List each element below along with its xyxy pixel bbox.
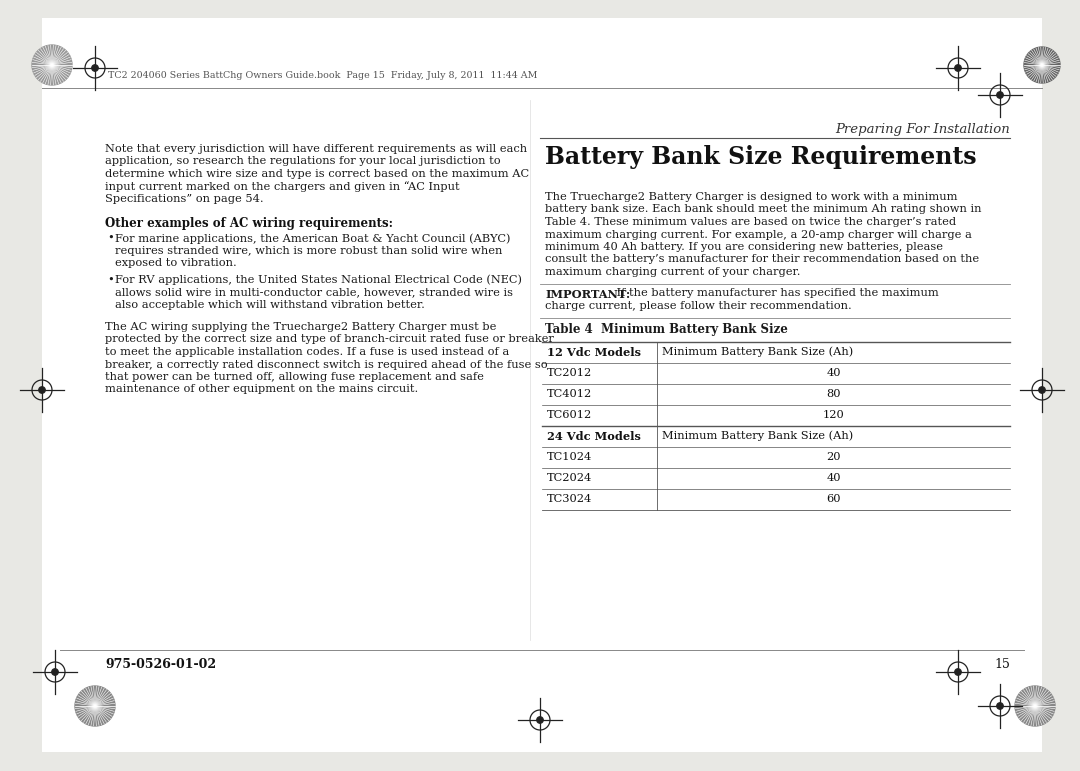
- Text: If the battery manufacturer has specified the maximum: If the battery manufacturer has specifie…: [613, 288, 939, 298]
- Text: 40: 40: [826, 473, 840, 483]
- Text: protected by the correct size and type of branch-circuit rated fuse or breaker: protected by the correct size and type o…: [105, 335, 554, 345]
- Circle shape: [537, 717, 543, 723]
- Circle shape: [39, 387, 45, 393]
- Circle shape: [1024, 47, 1059, 83]
- Text: TC4012: TC4012: [546, 389, 592, 399]
- Text: TC6012: TC6012: [546, 410, 592, 420]
- Text: 12 Vdc Models: 12 Vdc Models: [546, 346, 642, 358]
- Text: allows solid wire in multi-conductor cable, however, stranded wire is: allows solid wire in multi-conductor cab…: [114, 287, 513, 297]
- Text: consult the battery’s manufacturer for their recommendation based on the: consult the battery’s manufacturer for t…: [545, 254, 980, 264]
- Text: input current marked on the chargers and given in “AC Input: input current marked on the chargers and…: [105, 181, 460, 192]
- Text: 120: 120: [823, 410, 845, 420]
- Text: Other examples of AC wiring requirements:: Other examples of AC wiring requirements…: [105, 217, 393, 230]
- Text: TC2012: TC2012: [546, 368, 592, 378]
- Circle shape: [955, 668, 961, 675]
- Text: Table 4. These minimum values are based on twice the charger’s rated: Table 4. These minimum values are based …: [545, 217, 956, 227]
- Text: maximum charging current of your charger.: maximum charging current of your charger…: [545, 267, 800, 277]
- Text: battery bank size. Each bank should meet the minimum Ah rating shown in: battery bank size. Each bank should meet…: [545, 204, 982, 214]
- Text: maximum charging current. For example, a 20-amp charger will charge a: maximum charging current. For example, a…: [545, 230, 972, 240]
- Text: IMPORTANT:: IMPORTANT:: [545, 288, 630, 299]
- Text: breaker, a correctly rated disconnect switch is required ahead of the fuse so: breaker, a correctly rated disconnect sw…: [105, 359, 548, 369]
- Text: •: •: [107, 274, 113, 284]
- Text: 15: 15: [994, 658, 1010, 671]
- Text: Preparing For Installation: Preparing For Installation: [835, 123, 1010, 136]
- Text: maintenance of other equipment on the mains circuit.: maintenance of other equipment on the ma…: [105, 385, 418, 395]
- Circle shape: [1015, 686, 1055, 726]
- Text: 80: 80: [826, 389, 840, 399]
- Text: Battery Bank Size Requirements: Battery Bank Size Requirements: [545, 145, 976, 169]
- Text: Minimum Battery Bank Size (Ah): Minimum Battery Bank Size (Ah): [662, 347, 853, 357]
- Text: TC2 204060 Series BattChg Owners Guide.book  Page 15  Friday, July 8, 2011  11:4: TC2 204060 Series BattChg Owners Guide.b…: [108, 70, 538, 79]
- Text: charge current, please follow their recommendation.: charge current, please follow their reco…: [545, 301, 852, 311]
- Text: minimum 40 Ah battery. If you are considering new batteries, please: minimum 40 Ah battery. If you are consid…: [545, 242, 943, 252]
- Circle shape: [997, 703, 1003, 709]
- Circle shape: [997, 92, 1003, 98]
- Text: 24 Vdc Models: 24 Vdc Models: [546, 430, 640, 442]
- Text: determine which wire size and type is correct based on the maximum AC: determine which wire size and type is co…: [105, 169, 529, 179]
- Text: requires stranded wire, which is more robust than solid wire when: requires stranded wire, which is more ro…: [114, 245, 502, 255]
- Circle shape: [1039, 387, 1045, 393]
- Text: For marine applications, the American Boat & Yacht Council (ABYC): For marine applications, the American Bo…: [114, 233, 511, 244]
- Text: TC2024: TC2024: [546, 473, 592, 483]
- Text: 40: 40: [826, 368, 840, 378]
- Text: that power can be turned off, allowing fuse replacement and safe: that power can be turned off, allowing f…: [105, 372, 484, 382]
- Text: The Truecharge2 Battery Charger is designed to work with a minimum: The Truecharge2 Battery Charger is desig…: [545, 192, 958, 202]
- Text: TC3024: TC3024: [546, 494, 592, 504]
- Text: exposed to vibration.: exposed to vibration.: [114, 258, 237, 268]
- Circle shape: [75, 686, 114, 726]
- Text: Minimum Battery Bank Size (Ah): Minimum Battery Bank Size (Ah): [662, 431, 853, 441]
- Text: Table 4  Minimum Battery Bank Size: Table 4 Minimum Battery Bank Size: [545, 324, 788, 336]
- Text: •: •: [107, 233, 113, 243]
- Circle shape: [52, 668, 58, 675]
- Text: application, so research the regulations for your local jurisdiction to: application, so research the regulations…: [105, 157, 501, 167]
- Circle shape: [92, 65, 98, 71]
- Text: 975-0526-01-02: 975-0526-01-02: [105, 658, 216, 671]
- Text: TC1024: TC1024: [546, 452, 592, 462]
- Text: also acceptable which will withstand vibration better.: also acceptable which will withstand vib…: [114, 299, 424, 309]
- Circle shape: [955, 65, 961, 71]
- Circle shape: [32, 45, 72, 85]
- Text: to meet the applicable installation codes. If a fuse is used instead of a: to meet the applicable installation code…: [105, 347, 510, 357]
- Text: Note that every jurisdiction will have different requirements as will each: Note that every jurisdiction will have d…: [105, 144, 527, 154]
- Text: 60: 60: [826, 494, 840, 504]
- Text: Specifications” on page 54.: Specifications” on page 54.: [105, 194, 264, 204]
- Text: For RV applications, the United States National Electrical Code (NEC): For RV applications, the United States N…: [114, 274, 522, 285]
- Text: 20: 20: [826, 452, 840, 462]
- Text: The AC wiring supplying the Truecharge2 Battery Charger must be: The AC wiring supplying the Truecharge2 …: [105, 322, 497, 332]
